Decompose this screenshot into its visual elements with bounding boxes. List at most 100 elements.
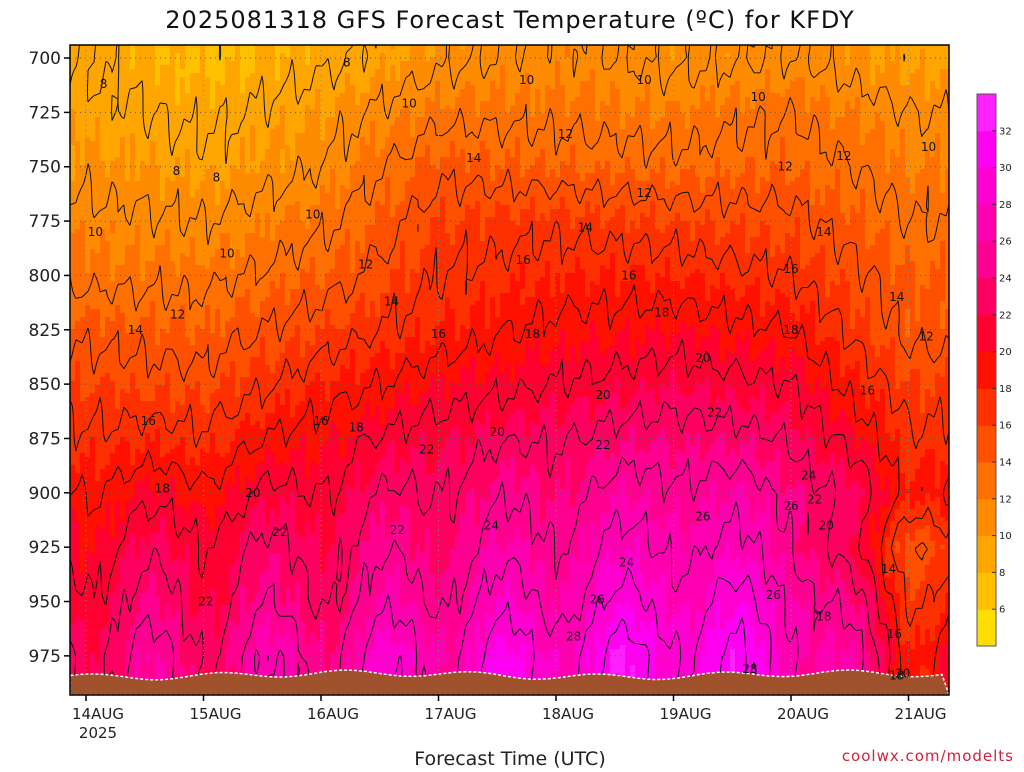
temperature-cell [315,93,321,98]
temperature-cell [850,53,856,58]
temperature-cell [305,49,311,54]
temperature-cell [865,121,871,126]
temperature-cell [885,145,891,150]
temperature-cell [325,125,331,130]
temperature-cell [730,153,736,158]
temperature-cell [265,49,271,54]
temperature-cell [255,73,261,78]
temperature-cell [290,133,296,138]
temperature-cell [240,49,246,54]
temperature-cell [310,121,316,126]
temperature-cell [495,97,501,102]
temperature-cell [670,109,676,114]
temperature-cell [585,77,591,82]
temperature-cell [500,149,506,154]
temperature-cell [645,125,651,130]
temperature-cell [370,101,376,106]
temperature-cell [265,101,271,106]
temperature-cell [270,117,276,122]
temperature-cell [355,61,361,66]
temperature-cell [75,89,81,94]
temperature-cell [875,81,881,86]
temperature-cell [90,149,96,154]
temperature-cell [560,97,566,102]
temperature-cell [195,121,201,126]
temperature-cell [290,93,296,98]
temperature-cell [280,117,286,122]
temperature-cell [300,121,306,126]
temperature-cell [270,157,276,162]
temperature-cell [480,81,486,86]
temperature-cell [140,157,146,162]
temperature-cell [125,125,131,130]
temperature-cell [420,97,426,102]
temperature-cell [190,85,196,90]
temperature-cell [490,125,496,130]
temperature-cell [860,145,866,150]
temperature-cell [110,89,116,94]
temperature-cell [370,125,376,130]
temperature-cell [505,113,511,118]
temperature-cell [880,105,886,110]
temperature-cell [225,109,231,114]
temperature-cell [430,53,436,58]
temperature-cell [170,65,176,70]
temperature-cell [515,97,521,102]
temperature-cell [925,73,931,78]
temperature-cell [145,69,151,74]
temperature-cell [815,53,821,58]
temperature-cell [820,93,826,98]
temperature-cell [675,149,681,154]
temperature-cell [465,141,471,146]
temperature-cell [595,109,601,114]
temperature-cell [880,53,886,58]
temperature-cell [585,117,591,122]
temperature-cell [600,77,606,82]
temperature-cell [670,77,676,82]
temperature-cell [195,101,201,106]
temperature-cell [865,137,871,142]
temperature-cell [90,105,96,110]
temperature-cell [565,49,571,54]
temperature-cell [735,129,741,134]
temperature-cell [280,121,286,126]
temperature-cell [85,149,91,154]
temperature-cell [855,137,861,142]
temperature-cell [300,133,306,138]
temperature-cell [295,49,301,54]
temperature-cell [555,109,561,114]
temperature-cell [265,157,271,162]
temperature-cell [455,145,461,150]
temperature-cell [445,77,451,82]
temperature-cell [805,153,811,158]
temperature-cell [885,85,891,90]
temperature-cell [500,89,506,94]
temperature-cell [190,69,196,74]
temperature-cell [805,101,811,106]
temperature-cell [70,53,76,58]
temperature-cell [710,65,716,70]
temperature-cell [865,109,871,114]
temperature-cell [535,137,541,142]
temperature-cell [645,149,651,154]
temperature-cell [270,65,276,70]
temperature-cell [895,49,901,54]
temperature-cell [695,49,701,54]
temperature-cell [355,93,361,98]
temperature-cell [825,85,831,90]
temperature-cell [390,85,396,90]
temperature-cell [140,137,146,142]
temperature-cell [915,49,921,54]
temperature-cell [445,117,451,122]
temperature-cell [440,145,446,150]
temperature-cell [665,105,671,110]
temperature-cell [455,89,461,94]
temperature-cell [800,125,806,130]
temperature-cell [895,81,901,86]
temperature-cell [710,81,716,86]
temperature-cell [710,73,716,78]
temperature-cell [370,77,376,82]
temperature-cell [390,113,396,118]
temperature-cell [765,133,771,138]
temperature-cell [475,141,481,146]
